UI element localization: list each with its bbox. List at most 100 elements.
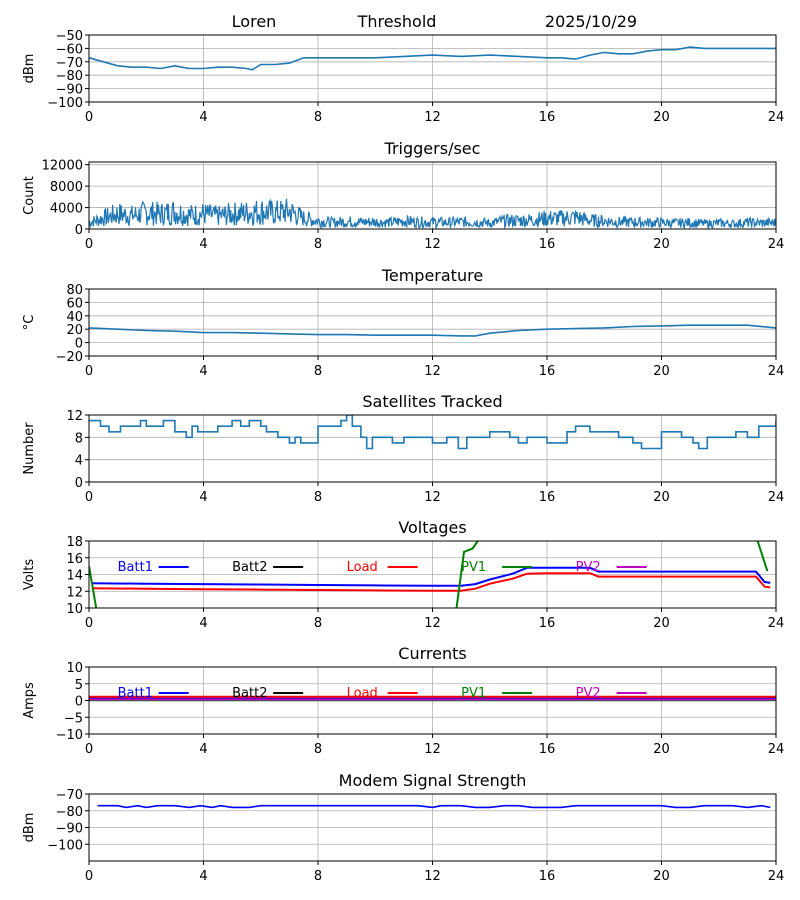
x-tick-label: 20 bbox=[653, 869, 670, 884]
x-tick-label: 20 bbox=[653, 364, 670, 379]
x-tick-label: 0 bbox=[85, 869, 93, 884]
x-tick-label: 12 bbox=[424, 237, 441, 252]
axes-frame bbox=[88, 540, 777, 609]
x-tick-label: 4 bbox=[199, 490, 207, 505]
y-tick-label: −10 bbox=[56, 728, 83, 743]
x-tick-label: 12 bbox=[424, 742, 441, 757]
series-line-threshold bbox=[89, 46, 776, 71]
y-tick-label: 0 bbox=[75, 476, 83, 491]
series-line-triggers bbox=[89, 198, 776, 229]
x-tick-label: 0 bbox=[85, 110, 93, 125]
x-tick-label: 24 bbox=[768, 616, 785, 631]
y-tick-label: 0 bbox=[75, 223, 83, 238]
y-tick-label: 5 bbox=[75, 678, 83, 693]
panel-triggers-sec: 0 4 8 12 16 20 24 0 4000 8000 12000 Triggers/sec Cou… bbox=[22, 139, 784, 252]
y-tick-label: −60 bbox=[56, 42, 83, 57]
y-tick-label: 18 bbox=[66, 535, 83, 550]
y-tick-label: −20 bbox=[56, 350, 83, 365]
panel-threshold: 0 4 8 12 16 20 24 −100−90−80−70−60−50 dBm bbox=[22, 29, 784, 125]
x-tick-label: 16 bbox=[539, 742, 556, 757]
x-tick-label: 20 bbox=[653, 742, 670, 757]
legend-label-batt2: Batt2 bbox=[232, 560, 267, 575]
x-tick-label: 8 bbox=[314, 742, 322, 757]
y-tick-label: −90 bbox=[56, 83, 83, 98]
series-line-batt1 bbox=[91, 566, 771, 587]
panel-title: Currents bbox=[398, 644, 466, 663]
y-tick-label: −80 bbox=[56, 69, 83, 84]
y-tick-label: −5 bbox=[64, 711, 83, 726]
x-tick-label: 0 bbox=[85, 490, 93, 505]
x-tick-label: 16 bbox=[539, 869, 556, 884]
y-tick-label: 40 bbox=[66, 310, 83, 325]
y-tick-label: 0 bbox=[75, 337, 83, 352]
y-tick-label: 4000 bbox=[50, 202, 83, 217]
y-tick-label: 16 bbox=[66, 552, 83, 567]
panel-title: Triggers/sec bbox=[384, 139, 481, 158]
y-tick-label: −90 bbox=[56, 822, 83, 837]
x-tick-label: 24 bbox=[768, 364, 785, 379]
y-tick-label: 12 bbox=[66, 409, 83, 424]
y-tick-label: 4 bbox=[75, 454, 83, 469]
panel-title: Temperature bbox=[381, 266, 483, 285]
y-tick-label: 60 bbox=[66, 296, 83, 311]
legend-label-pv1: PV1 bbox=[461, 560, 486, 575]
x-tick-label: 24 bbox=[768, 742, 785, 757]
y-tick-label: 14 bbox=[66, 569, 83, 584]
legend-label-load: Load bbox=[347, 686, 378, 701]
series-line-load bbox=[91, 572, 771, 592]
series-line-pv1 bbox=[89, 541, 769, 608]
x-tick-label: 0 bbox=[85, 616, 93, 631]
x-tick-label: 4 bbox=[199, 110, 207, 125]
legend-label-batt1: Batt1 bbox=[118, 560, 153, 575]
x-tick-label: 8 bbox=[314, 616, 322, 631]
series-line-temperature bbox=[89, 324, 776, 337]
y-tick-label: 0 bbox=[75, 695, 83, 710]
y-tick-label: 20 bbox=[66, 323, 83, 338]
y-tick-label: 12 bbox=[66, 585, 83, 600]
x-tick-label: 24 bbox=[768, 490, 785, 505]
x-tick-label: 8 bbox=[314, 364, 322, 379]
x-tick-label: 16 bbox=[539, 110, 556, 125]
x-tick-label: 24 bbox=[768, 237, 785, 252]
y-axis-label: Number bbox=[22, 422, 37, 475]
y-axis-label: Amps bbox=[22, 682, 37, 719]
panel-modem-signal-strength: 0 4 8 12 16 20 24 −100−90 −80 −70 Modem Signal Str… bbox=[22, 771, 784, 884]
x-tick-label: 12 bbox=[424, 364, 441, 379]
x-tick-label: 8 bbox=[314, 110, 322, 125]
x-tick-label: 12 bbox=[424, 616, 441, 631]
y-tick-label: 8 bbox=[75, 431, 83, 446]
y-tick-label: −70 bbox=[56, 788, 83, 803]
x-tick-label: 8 bbox=[314, 237, 322, 252]
panel-title: Satellites Tracked bbox=[362, 392, 502, 411]
y-tick-label: 10 bbox=[66, 661, 83, 676]
x-tick-label: 24 bbox=[768, 869, 785, 884]
y-tick-label: 12000 bbox=[42, 159, 83, 174]
y-tick-label: −50 bbox=[56, 29, 83, 44]
y-axis-label: Volts bbox=[22, 559, 37, 591]
axes-frame bbox=[88, 793, 777, 862]
y-tick-label: 10 bbox=[66, 602, 83, 617]
x-tick-label: 4 bbox=[199, 237, 207, 252]
x-tick-label: 24 bbox=[768, 110, 785, 125]
x-tick-label: 12 bbox=[424, 869, 441, 884]
axes-frame bbox=[88, 666, 777, 735]
axes-frame bbox=[88, 34, 777, 103]
x-tick-label: 0 bbox=[85, 742, 93, 757]
header-mode: Threshold bbox=[357, 12, 437, 31]
axes-frame bbox=[88, 414, 777, 483]
x-tick-label: 0 bbox=[85, 237, 93, 252]
y-tick-label: −100 bbox=[47, 96, 83, 111]
legend-label-batt1: Batt1 bbox=[118, 686, 153, 701]
y-axis-label: dBm bbox=[22, 54, 37, 84]
x-tick-label: 12 bbox=[424, 490, 441, 505]
legend-label-batt2: Batt2 bbox=[232, 686, 267, 701]
y-tick-label: 80 bbox=[66, 283, 83, 298]
y-axis-label: Count bbox=[22, 176, 37, 215]
panel-title: Voltages bbox=[398, 518, 466, 537]
x-tick-label: 8 bbox=[314, 869, 322, 884]
x-tick-label: 4 bbox=[199, 869, 207, 884]
